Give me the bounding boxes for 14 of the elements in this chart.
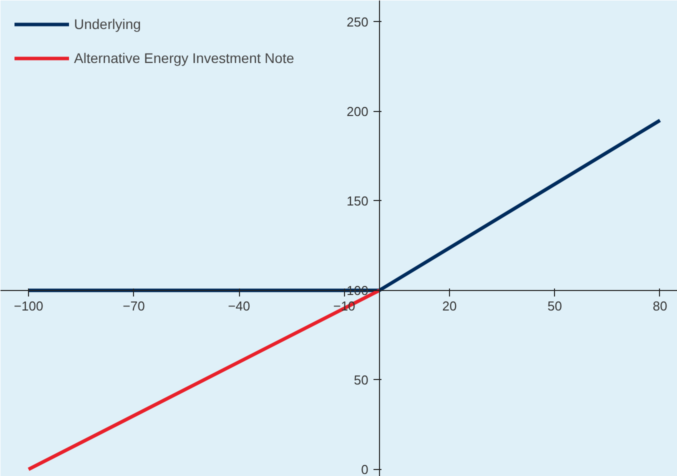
x-tick-label: 20 <box>442 298 457 314</box>
y-tick-label: 0 <box>361 462 368 476</box>
x-tick-label: −40 <box>228 298 250 314</box>
legend-label: Alternative Energy Investment Note <box>74 50 294 66</box>
x-tick-label: 80 <box>652 298 668 314</box>
y-tick-label: 100 <box>346 282 368 298</box>
x-tick-label: −70 <box>122 298 145 314</box>
x-tick-label: −100 <box>14 298 44 314</box>
y-tick-label: 200 <box>346 104 368 119</box>
legend-label: Underlying <box>74 16 141 32</box>
y-tick-label: 150 <box>346 193 368 208</box>
x-tick-label: 50 <box>548 298 562 314</box>
y-tick-label: 50 <box>354 372 368 388</box>
y-tick-label: 250 <box>346 14 368 30</box>
